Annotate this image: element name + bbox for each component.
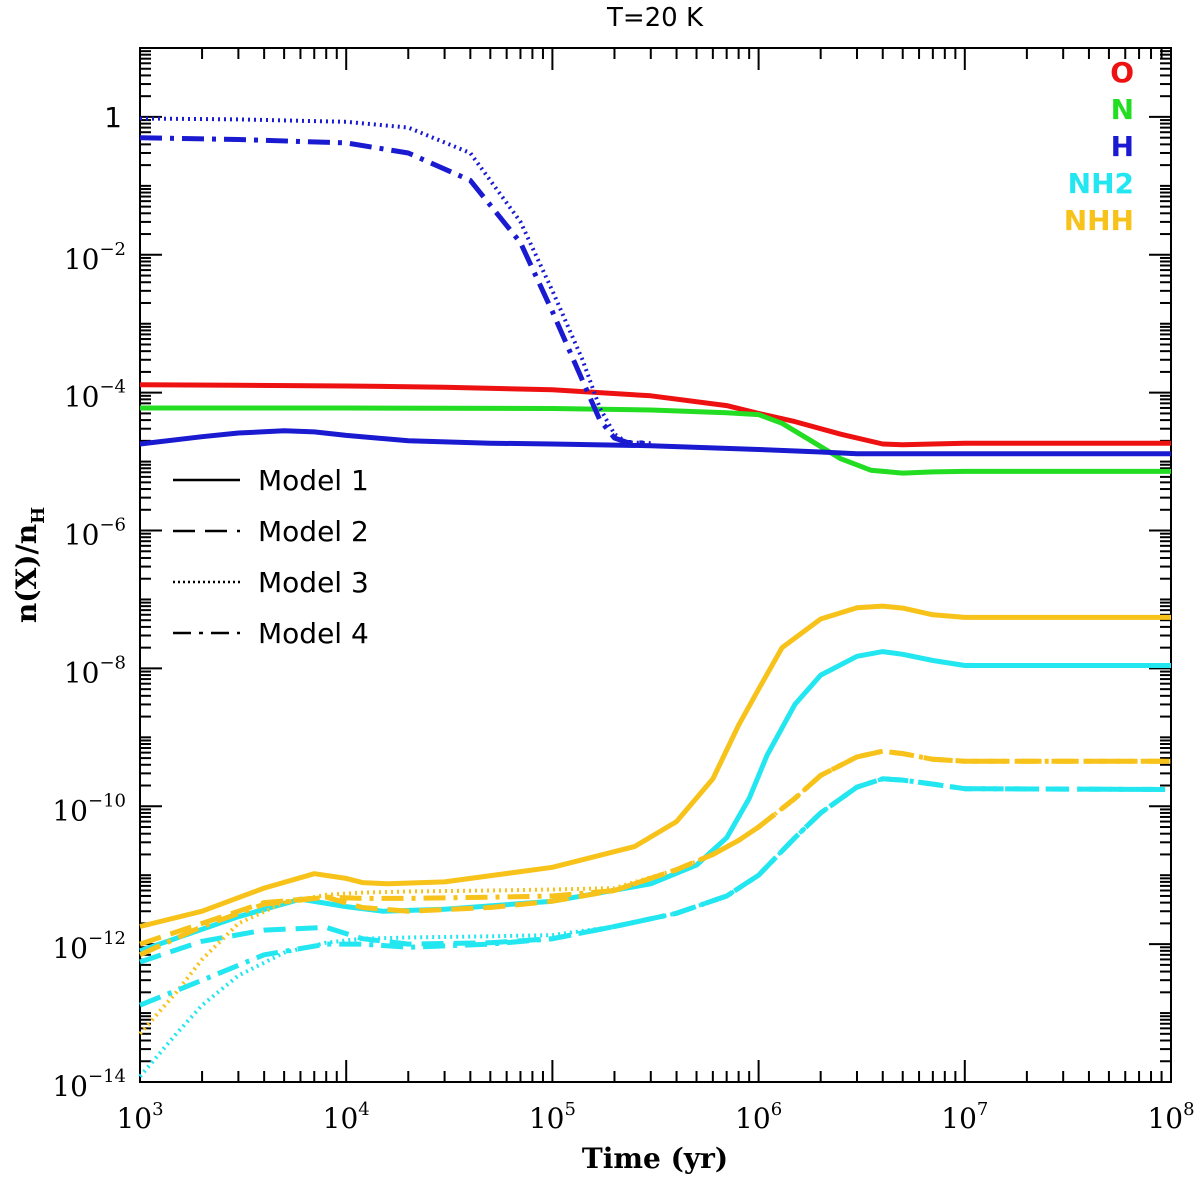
series-nhh-model-2	[139, 748, 1171, 947]
series-h-model-3	[139, 116, 651, 446]
series-h-model-4	[139, 135, 651, 446]
model-legend-label-3: Model 3	[258, 566, 369, 599]
plot-frame	[139, 47, 1172, 1083]
series-n-all-models-	[140, 405, 1171, 476]
y-tick-label: 10−4	[64, 377, 126, 414]
species-legend-nhh: NHH	[1064, 204, 1134, 237]
series-nh2-model-2	[139, 776, 1172, 965]
y-tick-label: 10−12	[52, 928, 126, 965]
species-legend-o: O	[1110, 56, 1134, 89]
x-tick-label: 106	[735, 1099, 782, 1135]
species-legend-n: N	[1111, 93, 1134, 126]
y-axis-label: n(X)/nH	[10, 507, 49, 623]
y-axis-label-main: n(X)/n	[10, 524, 43, 623]
model-legend: Model 1 Model 2 Model 3 Model 4	[173, 464, 369, 650]
x-axis-label: Time (yr)	[582, 1142, 728, 1175]
x-tick-label: 104	[323, 1099, 370, 1135]
y-tick-label: 1	[104, 101, 122, 134]
model-legend-label-2: Model 2	[258, 515, 369, 548]
series-o-all-models-	[139, 382, 1171, 448]
species-legend-nh2: NH2	[1068, 167, 1134, 200]
y-tick-label: 10−14	[52, 1066, 126, 1103]
series-nhh-model-1	[139, 603, 1171, 929]
x-tick-label: 108	[1147, 1099, 1194, 1135]
series-layer	[138, 116, 1172, 1078]
chart-title: T=20 K	[606, 3, 704, 33]
x-tick-label: 105	[529, 1099, 576, 1135]
series-h-model-1	[139, 428, 1171, 457]
species-legend-h: H	[1111, 130, 1134, 163]
model-legend-label-1: Model 1	[258, 464, 369, 497]
x-tick-label: 103	[116, 1099, 163, 1135]
y-tick-label: 10−10	[52, 790, 126, 827]
x-tick-labels: 103 104 105 106 107 108	[116, 1099, 1194, 1135]
series-nh2-model-1	[139, 649, 1171, 954]
species-legend: ONH NH2 NHH	[1064, 56, 1134, 237]
y-tick-label: 10−2	[64, 239, 126, 276]
series-nhh-model-4	[138, 748, 1171, 958]
x-tick-label: 107	[941, 1099, 988, 1135]
y-axis-label-subscript: H	[28, 507, 49, 524]
y-tick-label: 10−6	[64, 515, 126, 552]
model-legend-label-4: Model 4	[258, 617, 369, 650]
series-nh2-model-3	[138, 776, 884, 1078]
y-tick-label: 10−8	[64, 652, 126, 689]
tick-marks	[139, 47, 1172, 1083]
y-tick-labels: 1 10−2 10−4 10−6 10−8 10−10 10−12 10−14	[52, 101, 126, 1103]
series-nh2-model-4	[139, 776, 1172, 1008]
